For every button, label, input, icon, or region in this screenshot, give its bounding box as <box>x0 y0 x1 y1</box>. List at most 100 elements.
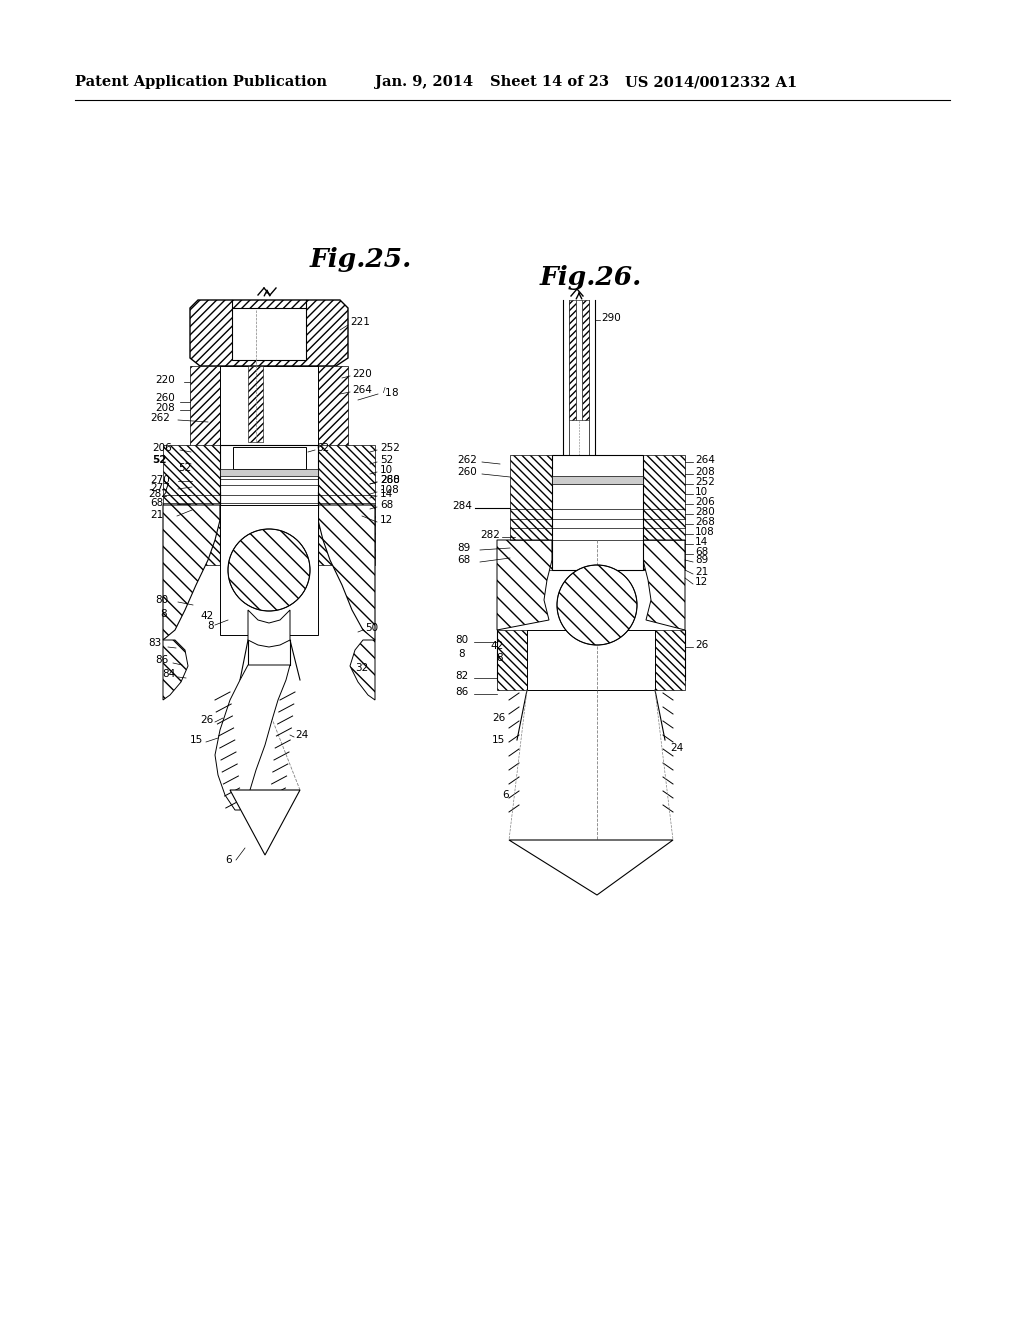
Text: 50: 50 <box>365 623 378 634</box>
Text: 277: 277 <box>150 483 170 492</box>
Text: 284: 284 <box>452 502 472 511</box>
Text: 80: 80 <box>455 635 468 645</box>
Text: 260: 260 <box>155 393 175 403</box>
Text: 6: 6 <box>502 789 509 800</box>
Text: 21: 21 <box>150 510 163 520</box>
Text: 221: 221 <box>350 317 370 327</box>
Text: 42: 42 <box>200 611 213 620</box>
Bar <box>220 469 318 477</box>
Bar <box>552 455 643 570</box>
Text: Fig.25.: Fig.25. <box>310 248 413 272</box>
Text: Sheet 14 of 23: Sheet 14 of 23 <box>490 75 609 88</box>
Polygon shape <box>643 540 685 630</box>
Bar <box>643 455 685 570</box>
Bar <box>220 506 318 635</box>
Text: 68: 68 <box>380 500 393 510</box>
Bar <box>232 308 306 360</box>
Text: 260: 260 <box>457 467 477 477</box>
Text: 26: 26 <box>200 715 213 725</box>
Bar <box>527 630 655 690</box>
Text: 24: 24 <box>670 743 683 752</box>
Bar <box>655 630 685 690</box>
Bar <box>163 445 220 565</box>
Text: 280: 280 <box>380 475 399 484</box>
Text: 262: 262 <box>457 455 477 465</box>
Polygon shape <box>509 840 673 895</box>
Bar <box>582 300 589 420</box>
Polygon shape <box>163 506 220 640</box>
Text: 276: 276 <box>259 451 276 461</box>
Text: 10: 10 <box>695 487 709 498</box>
Text: 26: 26 <box>695 640 709 649</box>
Text: 280: 280 <box>695 507 715 517</box>
Text: 12: 12 <box>380 515 393 525</box>
Text: 52: 52 <box>380 455 393 465</box>
Bar <box>569 300 575 420</box>
Text: 270: 270 <box>150 475 170 484</box>
Text: 262: 262 <box>150 413 170 422</box>
Text: 208: 208 <box>155 403 175 413</box>
Text: 282: 282 <box>148 488 168 499</box>
Text: 86: 86 <box>155 655 168 665</box>
Polygon shape <box>230 789 300 855</box>
Ellipse shape <box>557 565 637 645</box>
Text: 86: 86 <box>455 686 468 697</box>
Text: 12: 12 <box>695 577 709 587</box>
Text: 6: 6 <box>225 855 231 865</box>
Bar <box>220 366 318 446</box>
Polygon shape <box>163 640 188 700</box>
Text: 68: 68 <box>150 498 163 508</box>
Bar <box>575 300 582 420</box>
Text: 8: 8 <box>496 653 503 663</box>
Text: 108: 108 <box>380 484 399 495</box>
Text: Jan. 9, 2014: Jan. 9, 2014 <box>375 75 473 88</box>
Polygon shape <box>190 300 348 366</box>
Bar <box>318 366 348 446</box>
Text: $\mathregular{^/}$18: $\mathregular{^/}$18 <box>382 385 399 399</box>
Text: 206: 206 <box>695 498 715 507</box>
Text: 24: 24 <box>295 730 308 741</box>
Text: 83: 83 <box>148 638 161 648</box>
Ellipse shape <box>228 529 310 611</box>
Text: 8: 8 <box>160 609 167 619</box>
Text: 52: 52 <box>152 455 167 465</box>
Text: 14: 14 <box>380 488 393 499</box>
Bar <box>248 366 263 442</box>
Text: 14: 14 <box>695 537 709 546</box>
Text: 42: 42 <box>490 642 503 651</box>
Text: 15: 15 <box>190 735 203 744</box>
Text: 264: 264 <box>695 455 715 465</box>
Text: 84: 84 <box>162 669 175 678</box>
Text: 8: 8 <box>458 649 465 659</box>
Bar <box>497 630 527 690</box>
Bar <box>190 366 220 446</box>
Text: 89: 89 <box>457 543 470 553</box>
Text: 68: 68 <box>695 546 709 557</box>
Text: 80: 80 <box>155 595 168 605</box>
Text: 108: 108 <box>695 527 715 537</box>
Text: 220: 220 <box>155 375 175 385</box>
Text: 26: 26 <box>492 713 505 723</box>
Polygon shape <box>215 665 290 810</box>
Bar <box>233 447 306 469</box>
Text: 206: 206 <box>152 444 172 453</box>
Text: 288: 288 <box>238 451 255 461</box>
Bar <box>552 477 643 484</box>
Polygon shape <box>350 640 375 700</box>
Text: 264: 264 <box>352 385 372 395</box>
Text: 252: 252 <box>380 444 400 453</box>
Bar <box>510 455 552 570</box>
Text: 52: 52 <box>178 463 191 473</box>
Text: 208: 208 <box>695 467 715 477</box>
Bar <box>220 445 318 565</box>
Text: 32: 32 <box>355 663 369 673</box>
Text: 268: 268 <box>380 475 400 484</box>
Text: 89: 89 <box>695 554 709 565</box>
Text: 290: 290 <box>601 313 621 323</box>
Polygon shape <box>318 506 375 640</box>
Text: 15: 15 <box>492 735 505 744</box>
Polygon shape <box>497 540 552 630</box>
Polygon shape <box>248 610 290 647</box>
Text: 252: 252 <box>695 477 715 487</box>
Text: Fig.26.: Fig.26. <box>540 265 642 290</box>
